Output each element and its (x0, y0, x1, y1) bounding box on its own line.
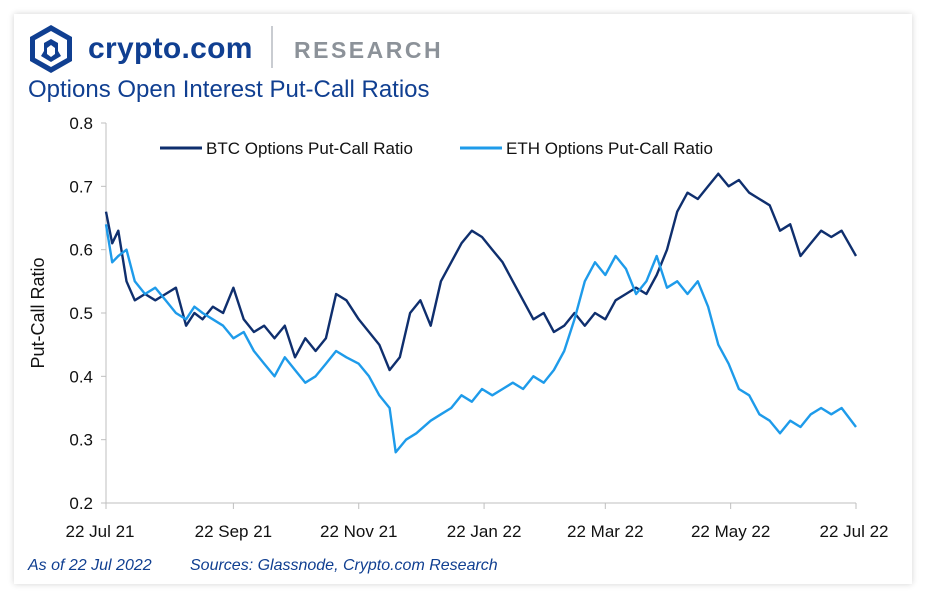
x-tick-label: 22 Mar 22 (567, 522, 644, 541)
x-tick-label: 22 Nov 21 (320, 522, 398, 541)
header-divider (271, 26, 273, 68)
as-of-note: As of 22 Jul 2022 (28, 557, 152, 574)
report-card: crypto.com RESEARCH Options Open Interes… (14, 14, 912, 584)
chart-title: Options Open Interest Put-Call Ratios (28, 76, 430, 103)
crypto-com-lion-shield-icon (30, 25, 72, 73)
y-tick-label: 0.8 (69, 114, 93, 133)
y-tick-label: 0.5 (69, 304, 93, 323)
x-tick-label: 22 Sep 21 (195, 522, 273, 541)
legend-label: ETH Options Put-Call Ratio (506, 139, 713, 158)
x-tick-label: 22 Jul 22 (820, 522, 889, 541)
y-tick-label: 0.7 (69, 177, 93, 196)
x-tick-label: 22 Jan 22 (447, 522, 522, 541)
x-tick-label: 22 May 22 (691, 522, 770, 541)
y-axis-title: Put-Call Ratio (28, 257, 48, 368)
btc-series-line (104, 172, 858, 372)
x-tick-label: 22 Jul 21 (66, 522, 135, 541)
eth-series-line (104, 224, 857, 454)
y-tick-label: 0.6 (69, 241, 93, 260)
legend-label: BTC Options Put-Call Ratio (206, 139, 413, 158)
put-call-chart: 0.2 0.3 0.4 0.5 0.6 0.7 0.8 22 Jul 21 22 Sep 21 2… (28, 114, 889, 541)
y-tick-label: 0.4 (69, 367, 93, 386)
y-tick-label: 0.2 (69, 494, 93, 513)
section-label: RESEARCH (294, 37, 444, 63)
brand-name: crypto.com (88, 32, 253, 65)
sources-note: Sources: Glassnode, Crypto.com Research (190, 557, 498, 574)
y-tick-label: 0.3 (69, 431, 93, 450)
